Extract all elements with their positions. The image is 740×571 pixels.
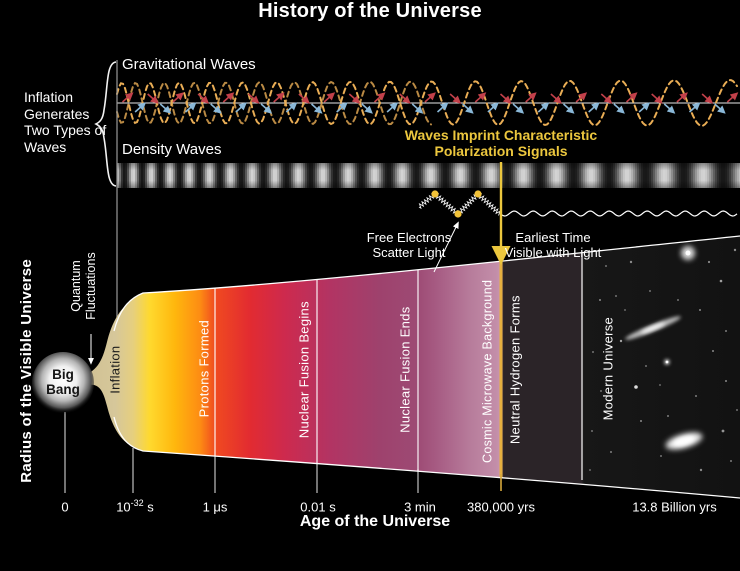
brace — [94, 61, 117, 187]
earliest-time-label: Earliest Time Visible with Light — [504, 230, 602, 261]
cone-bottom-edge — [113, 416, 740, 499]
tick-380000yrs: 380,000 yrs — [467, 499, 535, 515]
inflation-note: Inflation Generates Two Types of Waves — [24, 89, 107, 155]
stage-label-nuclear-fusion-begins: Nuclear Fusion Begins — [296, 301, 312, 439]
page-title: History of the Universe — [258, 0, 482, 22]
stage-label-modern-universe: Modern Universe — [600, 316, 616, 421]
axis-ticks — [64, 412, 419, 493]
density-waves-label: Density Waves — [122, 141, 222, 158]
big-bang-label: Big Bang — [46, 367, 80, 398]
free-electrons-label: Free Electrons Scatter Light — [366, 230, 452, 261]
stage-label-neutral-hydrogen-forms: Neutral Hydrogen Forms — [507, 295, 523, 445]
tick-3min: 3 min — [404, 499, 436, 515]
polarization-note: Waves Imprint Characteristic Polarizatio… — [404, 127, 598, 160]
tick-1e-32s: 10-32 s — [116, 498, 154, 515]
gravitational-waves-label: Gravitational Waves — [122, 56, 256, 73]
stage-dividers — [214, 250, 583, 480]
quantum-fluctuations-label: Quantum Fluctuations — [69, 252, 98, 320]
tick-138billionyrs: 13.8 Billion yrs — [632, 499, 717, 515]
expansion-cone — [79, 236, 740, 498]
modern-universe-starfield — [589, 246, 738, 472]
tick-0: 0 — [61, 499, 69, 515]
scatter-arrow — [433, 221, 459, 273]
tick-001s: 0.01 s — [300, 499, 336, 515]
cone-top-edge — [113, 235, 740, 332]
stage-label-inflation: Inflation — [107, 345, 123, 394]
age-axis-label: Age of the Universe — [299, 513, 451, 530]
gravitational-wave-graphic — [116, 79, 739, 127]
big-bang-sphere — [32, 352, 94, 414]
stage-label-nuclear-fusion-ends: Nuclear Fusion Ends — [397, 306, 413, 433]
stage-label-protons-formed: Protons Formed — [196, 319, 212, 418]
density-bar-shading — [117, 163, 740, 188]
tick-1us: 1 μs — [202, 499, 228, 515]
photon-path-graphic — [418, 190, 738, 218]
stage-label-cosmic-microwave-background: Cosmic Microwave Background — [480, 279, 495, 463]
